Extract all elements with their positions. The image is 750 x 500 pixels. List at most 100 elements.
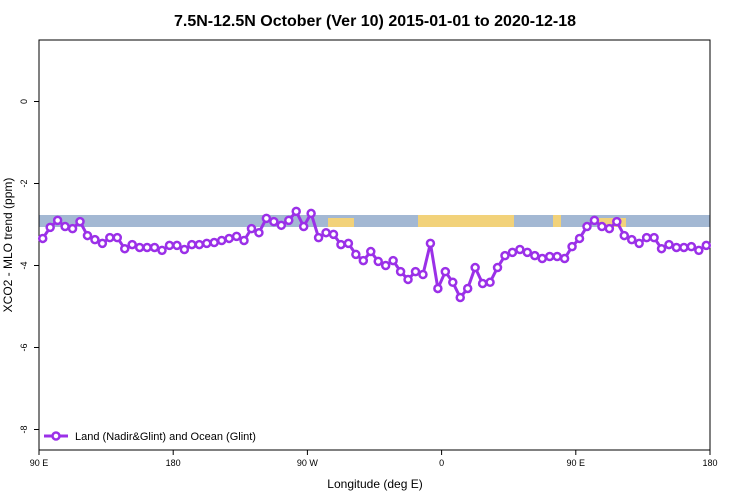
data-point [694, 245, 704, 256]
data-point [485, 277, 495, 288]
data-point [37, 233, 48, 244]
y-tick-label: -4 [19, 261, 29, 269]
x-tick-label: 0 [439, 458, 444, 468]
data-point [157, 245, 167, 256]
y-tick-label: 0 [19, 99, 29, 104]
data-point [559, 253, 570, 264]
data-point [380, 260, 391, 271]
data-point [269, 216, 279, 227]
y-tick-label: -8 [19, 425, 29, 433]
data-point [127, 239, 137, 250]
data-point [589, 215, 600, 226]
data-point [500, 250, 510, 261]
data-point [112, 232, 123, 243]
data-point [544, 251, 555, 262]
data-point [403, 274, 413, 285]
data-point [507, 247, 518, 258]
x-tick-label: 90 E [30, 458, 49, 468]
data-point [276, 220, 287, 231]
data-point [641, 232, 652, 243]
data-point [366, 246, 376, 257]
data-point [418, 269, 428, 280]
data-point [597, 221, 607, 232]
data-point [515, 244, 525, 255]
data-point [522, 247, 533, 258]
data-point [671, 242, 682, 253]
data-point [202, 238, 212, 249]
chart-title: 7.5N-12.5N October (Ver 10) 2015-01-01 t… [174, 13, 576, 30]
data-point [649, 232, 659, 243]
data-point [97, 238, 108, 249]
x-tick-label: 90 E [567, 458, 586, 468]
y-tick-label: -6 [19, 343, 29, 351]
data-point [462, 283, 473, 294]
data-point [530, 250, 540, 261]
data-point [373, 256, 383, 267]
land-ocean-band [39, 215, 710, 227]
y-axis-label: XCO2 - MLO trend (ppm) [1, 178, 15, 313]
data-point [440, 266, 451, 277]
data-point [343, 238, 354, 249]
data-point [604, 223, 615, 234]
data-point [284, 215, 294, 226]
data-point [45, 222, 55, 233]
data-point [90, 234, 100, 245]
x-tick-label: 180 [702, 458, 717, 468]
y-tick-label: -2 [19, 179, 29, 187]
data-point [261, 213, 272, 224]
data-point [164, 240, 175, 251]
data-point [686, 241, 697, 252]
data-point [634, 238, 644, 249]
data-point [194, 239, 205, 250]
data-point [52, 215, 63, 226]
data-point [291, 206, 301, 217]
data-point [410, 266, 421, 277]
data-point [351, 249, 361, 260]
data-point [336, 239, 346, 250]
data-point [321, 227, 331, 238]
data-point [105, 232, 115, 243]
data-point [552, 251, 562, 262]
data-point [582, 221, 592, 232]
data-point [455, 292, 465, 303]
data-point [567, 241, 577, 252]
data-point [149, 242, 160, 253]
data-point [254, 227, 264, 238]
data-point [134, 242, 145, 253]
data-point [679, 242, 689, 253]
data-point [209, 237, 219, 248]
data-point [477, 278, 488, 289]
data-point [664, 239, 674, 250]
data-point [60, 221, 70, 232]
data-point [119, 243, 130, 254]
data-point [448, 277, 458, 288]
data-point [619, 230, 630, 241]
data-point [231, 231, 242, 242]
data-point [537, 253, 547, 264]
data-point [433, 283, 443, 294]
legend-label: Land (Nadir&Glint) and Ocean (Glint) [75, 431, 256, 443]
data-point [425, 238, 436, 249]
data-point [306, 208, 316, 219]
data-point [313, 232, 324, 243]
data-point [574, 233, 585, 244]
data-point [492, 262, 503, 273]
data-point [395, 266, 406, 277]
data-point [246, 223, 257, 234]
data-point [612, 216, 622, 227]
x-tick-label: 180 [166, 458, 181, 468]
data-point [239, 235, 249, 246]
data-point [358, 255, 369, 266]
data-point [67, 223, 78, 234]
legend-marker [51, 431, 61, 441]
data-point [701, 240, 712, 251]
x-tick-label: 90 W [297, 458, 319, 468]
data-point [216, 235, 227, 246]
data-point [172, 240, 182, 251]
data-point [298, 221, 309, 232]
data-point [179, 244, 190, 255]
data-point [187, 239, 197, 250]
data-point [328, 229, 339, 240]
x-axis-label: Longitude (deg E) [327, 477, 422, 491]
